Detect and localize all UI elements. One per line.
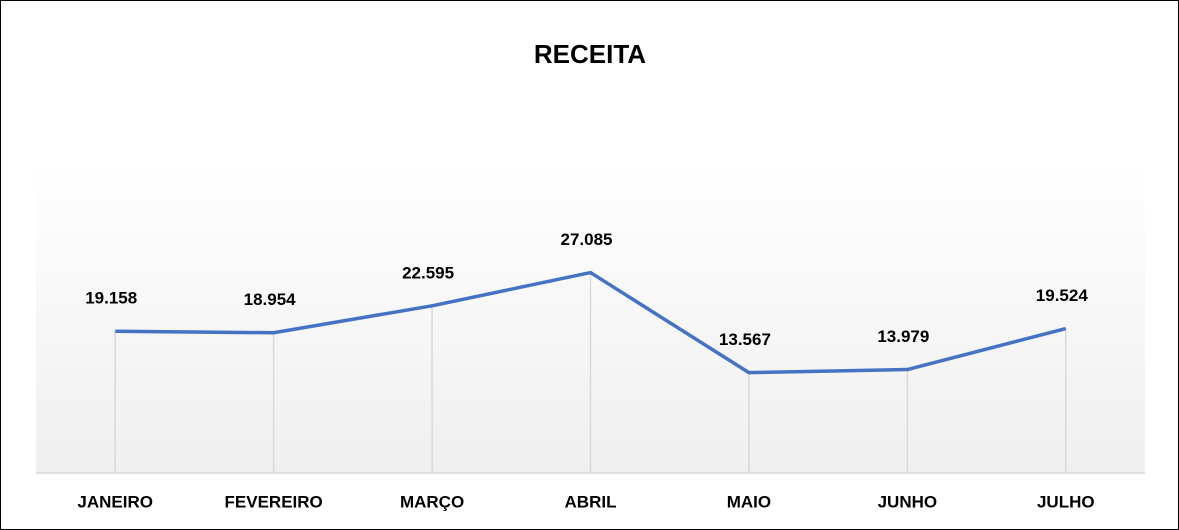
data-label: 13.979 (877, 327, 929, 346)
x-tick-label: FEVEREIRO (225, 492, 323, 511)
data-label: 13.567 (719, 330, 771, 349)
data-label: 19.158 (85, 289, 137, 308)
x-tick-label: JANEIRO (77, 492, 153, 511)
x-tick-label: ABRIL (565, 492, 617, 511)
data-label: 27.085 (561, 230, 613, 249)
chart-title: RECEITA (534, 39, 646, 69)
x-tick-label: MAIO (727, 492, 771, 511)
line-series (115, 270, 1067, 375)
x-tick-label: MARÇO (400, 492, 464, 511)
data-label: 19.524 (1036, 286, 1089, 305)
x-tick-label: JULHO (1037, 492, 1095, 511)
data-label: 18.954 (244, 290, 297, 309)
data-label: 22.595 (402, 263, 454, 282)
x-tick-label: JUNHO (878, 492, 938, 511)
